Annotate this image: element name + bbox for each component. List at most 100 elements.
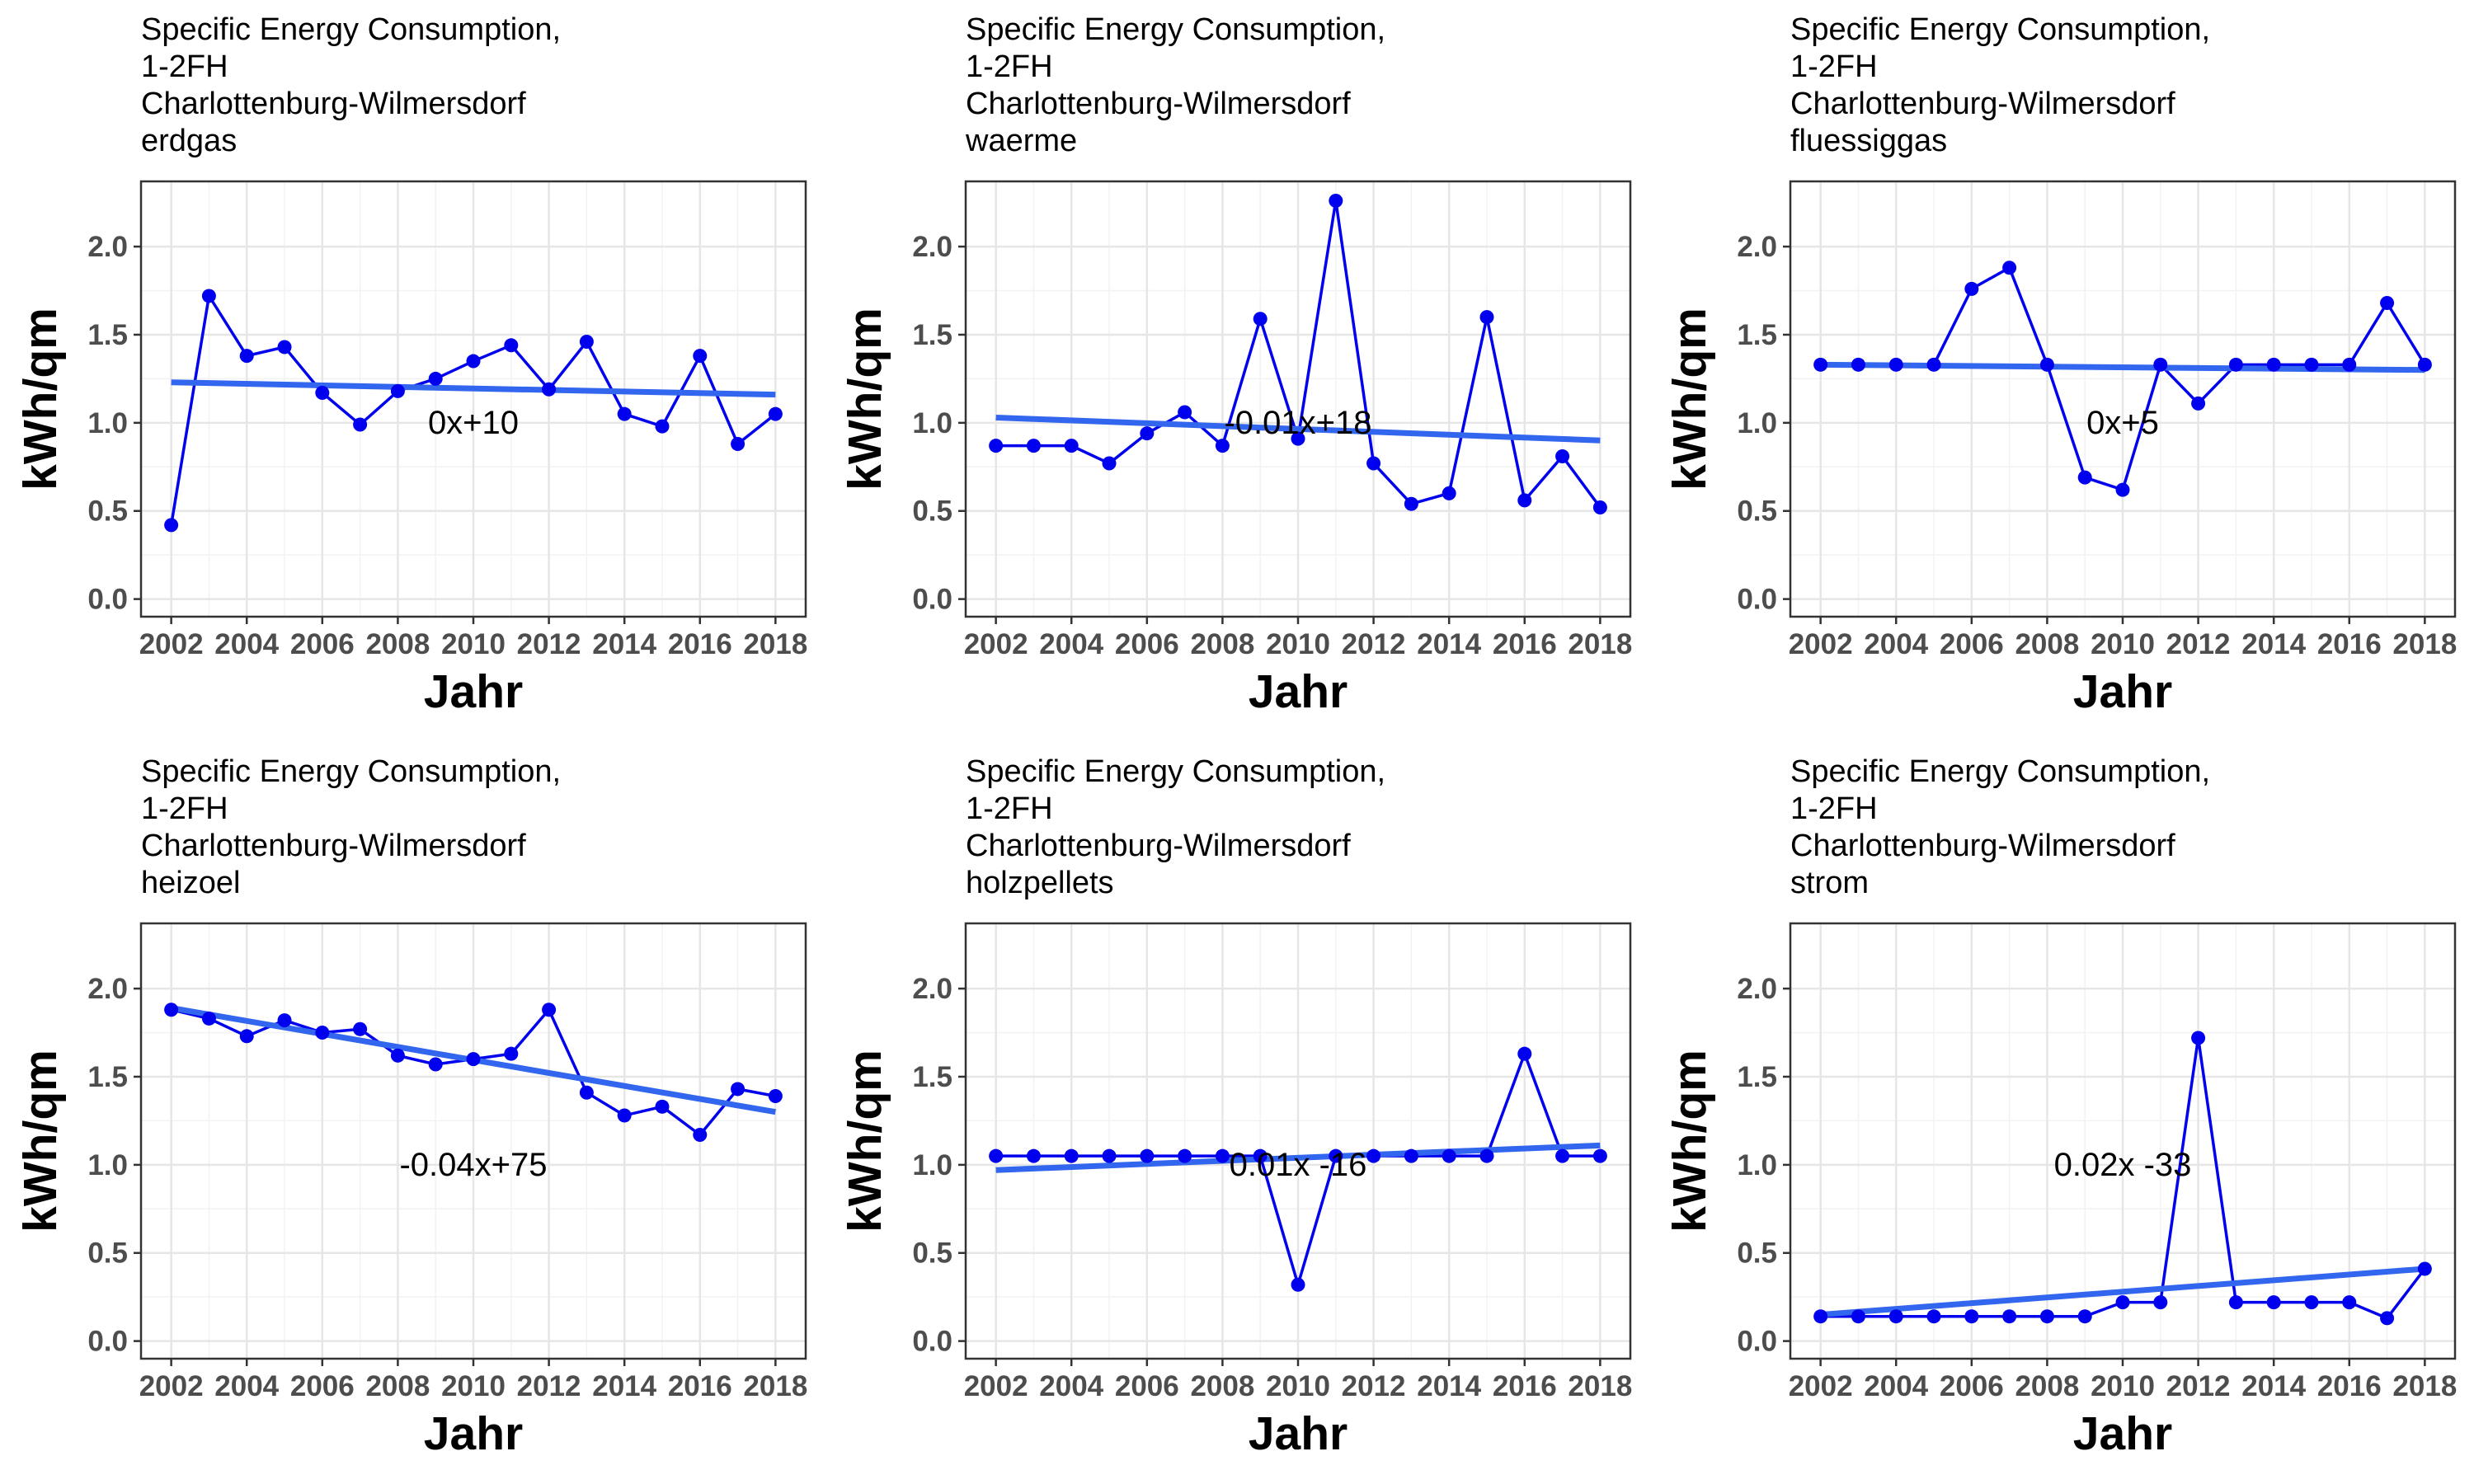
x-tick-label: 2018 <box>1568 1370 1632 1402</box>
x-tick-label: 2006 <box>1115 628 1179 660</box>
data-point <box>2380 1311 2395 1326</box>
data-point <box>1366 1148 1381 1163</box>
data-point <box>428 1057 443 1072</box>
data-point <box>1442 1148 1456 1163</box>
chart-title-line: strom <box>1790 866 1869 900</box>
data-point <box>1517 1046 1532 1061</box>
data-point <box>2002 1309 2017 1324</box>
data-point <box>466 354 481 369</box>
x-tick-label: 2016 <box>2317 1370 2382 1402</box>
trend-line <box>1820 361 2425 373</box>
chart-title-line: heizoel <box>141 866 240 900</box>
data-point <box>1366 456 1381 471</box>
data-point <box>1888 357 1903 372</box>
x-tick-label: 2014 <box>2241 1370 2306 1402</box>
chart-title-line: Charlottenburg-Wilmersdorf <box>141 829 526 863</box>
data-point <box>2115 1295 2130 1310</box>
x-tick-label: 2016 <box>668 628 732 660</box>
y-tick-label: 0.5 <box>87 495 128 528</box>
data-point <box>1064 439 1079 453</box>
trend-line <box>995 1142 1601 1173</box>
x-tick-label: 2018 <box>1568 628 1632 660</box>
chart-title-line: Charlottenburg-Wilmersdorf <box>1790 829 2175 863</box>
data-point <box>2342 357 2357 372</box>
x-tick-label: 2006 <box>290 628 355 660</box>
data-point <box>1291 1277 1305 1292</box>
chart-title-line: Charlottenburg-Wilmersdorf <box>1790 87 2175 121</box>
chart-title-line: Specific Energy Consumption, <box>141 12 561 47</box>
y-tick-label: 1.5 <box>1737 1061 1777 1093</box>
data-point <box>731 1082 745 1097</box>
data-point <box>1178 405 1192 420</box>
y-axis-label: kWh/qm <box>839 1050 891 1233</box>
x-tick-label: 2006 <box>1115 1370 1179 1402</box>
x-tick-label: 2006 <box>290 1370 355 1402</box>
x-tick-label: 2008 <box>2015 628 2079 660</box>
data-point <box>239 1029 254 1044</box>
data-point <box>1102 456 1117 471</box>
y-tick-label: 2.0 <box>1737 231 1777 263</box>
x-tick-label: 2002 <box>1789 628 1853 660</box>
y-tick-label: 0.5 <box>87 1237 128 1270</box>
x-tick-label: 2012 <box>517 628 581 660</box>
chart-title-line: fluessiggas <box>1790 124 1947 158</box>
x-tick-label: 2004 <box>1039 628 1103 660</box>
x-tick-label: 2018 <box>2392 628 2457 660</box>
data-point <box>239 349 254 364</box>
data-point <box>2002 261 2017 275</box>
data-point <box>2342 1295 2357 1310</box>
data-point <box>353 417 368 432</box>
data-point <box>390 383 405 398</box>
x-tick-label: 2016 <box>1493 628 1557 660</box>
data-point <box>353 1021 368 1036</box>
x-tick-label: 2016 <box>2317 628 2382 660</box>
x-tick-label: 2002 <box>964 1370 1028 1402</box>
data-point <box>1404 1148 1418 1163</box>
y-tick-label: 0.5 <box>912 495 952 528</box>
data-point <box>542 1003 557 1017</box>
chart-title-line: holzpellets <box>966 866 1114 900</box>
x-axis-label: Jahr <box>424 665 523 718</box>
y-tick-label: 2.0 <box>912 973 952 1005</box>
x-tick-label: 2008 <box>365 1370 430 1402</box>
x-tick-label: 2016 <box>668 1370 732 1402</box>
data-point <box>2115 482 2130 497</box>
chart-title-line: Specific Energy Consumption, <box>1790 12 2210 47</box>
data-point <box>1851 357 1865 372</box>
data-point <box>989 439 1004 453</box>
data-point <box>1592 500 1607 514</box>
data-point <box>1215 1148 1230 1163</box>
data-point <box>1926 357 1941 372</box>
chart-panel-0: Specific Energy Consumption,1-2FHCharlot… <box>14 12 807 718</box>
chart-title-line: 1-2FH <box>966 49 1053 84</box>
data-point <box>768 406 783 421</box>
x-tick-label: 2010 <box>1266 1370 1330 1402</box>
x-tick-label: 2004 <box>1864 1370 1928 1402</box>
x-tick-label: 2018 <box>743 1370 807 1402</box>
data-point <box>2077 470 2092 485</box>
data-point <box>1064 1148 1079 1163</box>
x-tick-label: 2002 <box>1789 1370 1853 1402</box>
data-point <box>1026 439 1041 453</box>
y-axis-label: kWh/qm <box>839 308 891 491</box>
data-point <box>1964 1309 1979 1324</box>
y-tick-label: 1.5 <box>87 1061 128 1093</box>
chart-title-line: Charlottenburg-Wilmersdorf <box>966 829 1351 863</box>
data-point <box>2077 1309 2092 1324</box>
y-axis-label: kWh/qm <box>1663 1050 1716 1233</box>
data-point <box>315 1026 330 1040</box>
y-tick-label: 0.0 <box>87 584 128 616</box>
chart-title-line: 1-2FH <box>141 791 228 826</box>
data-point <box>1442 486 1456 500</box>
data-point <box>164 518 179 533</box>
data-point <box>201 1011 216 1026</box>
y-tick-label: 0.5 <box>912 1237 952 1270</box>
data-point <box>2191 396 2206 411</box>
data-point <box>1102 1148 1117 1163</box>
data-point <box>2039 357 2054 372</box>
data-point <box>277 340 292 355</box>
x-tick-label: 2012 <box>2166 628 2231 660</box>
chart-title-line: waerme <box>965 124 1077 158</box>
chart-panel-5: Specific Energy Consumption,1-2FHCharlot… <box>1663 754 2457 1460</box>
